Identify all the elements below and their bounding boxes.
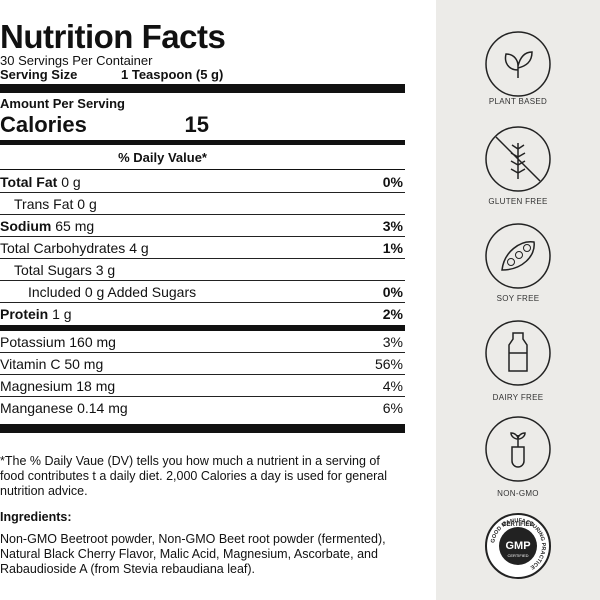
medium-rule [0,140,405,145]
nutrient-row: Magnesium 18 mg 4% [0,375,405,397]
nutrient-name: Total Fat [0,174,58,190]
gmp-top: CERTIFIED [502,522,534,528]
badge-label: DAIRY FREE [492,393,544,402]
footnote: *The % Daily Vaue (DV) tells you how muc… [0,454,388,498]
nutrient-row: Trans Fat 0 g [0,193,405,215]
calories-label: Calories [0,112,87,137]
nutrient-amount: 0.14 mg [77,400,128,416]
ingredients-label: Ingredients: [0,510,72,524]
nutrient-row: Vitamin C 50 mg 56% [0,353,405,375]
title: Nutrition Facts [0,18,226,55]
nutrient-row: Manganese 0.14 mg 6% [0,397,405,419]
nutrient-amount: 65 mg [55,218,95,234]
soy-icon [485,223,551,289]
serving-size-value: 1 Teaspoon (5 g) [121,67,224,82]
nutrient-amount: 0 g [77,196,97,212]
nutrient-row: Total Fat 0 g 0% [0,171,405,193]
nutrient-name: Manganese [0,400,74,416]
non-gmo-icon [485,416,551,482]
thin-rule [0,169,405,170]
nutrient-dv: 0% [382,174,403,190]
thick-rule [0,325,405,331]
nutrient-name: Total Sugars [14,262,92,278]
nutrient-dv: 2% [382,306,403,322]
nutrient-name: Total Carbohydrates [0,240,126,256]
plant-icon [485,31,551,97]
badge-panel: PLANT BASED GLUTEN FREE SOY FREE DAIRY F… [436,0,600,600]
nutrition-label: Nutrition Facts 30 Servings Per Containe… [0,18,405,576]
dairy-icon [485,320,551,386]
gmp-sub: CERTIFIED [507,553,528,558]
nutrient-dv: 3% [382,218,403,234]
nutrient-row: Potassium 160 mg 3% [0,331,405,353]
nutrient-amount: 3 g [95,262,116,278]
dv-header: % Daily Value* [118,150,207,165]
badge-label: NON-GMO [497,489,539,498]
serving-size-label: Serving Size [0,67,78,82]
badge-label: GLUTEN FREE [488,197,548,206]
badge-label: SOY FREE [496,294,540,303]
nutrient-dv: 6% [382,400,403,416]
gmp-badge: GOOD MANUFACTURING PRACTICE CERTIFIED GM… [485,513,551,579]
badge-label: PLANT BASED [488,97,548,106]
amount-per-serving: Amount Per Serving [0,96,125,111]
nutrient-amount: 50 mg [64,356,104,372]
nutrient-amount: 18 mg [76,378,116,394]
ingredients-text: Non-GMO Beetroot powder, Non-GMO Beet ro… [0,532,386,576]
nutrient-amount: 0 g [61,174,81,190]
nutrient-amount: 1 g [52,306,72,322]
nutrient-row: Included 0 g Added Sugars 0% [0,281,405,303]
nutrient-dv: 3% [382,334,403,350]
nutrient-row: Sodium 65 mg 3% [0,215,405,237]
thick-rule [0,84,405,93]
nutrient-name: Vitamin C [0,356,61,372]
servings: 30 Servings Per Container [0,53,153,68]
nutrient-amount: 4 g [129,240,149,256]
nutrient-dv: 0% [382,284,403,300]
nutrient-name: Sodium [0,218,52,234]
thick-rule [0,424,405,433]
gmp-center: GMP [505,540,530,552]
nutrient-row: Total Carbohydrates 4 g 1% [0,237,405,259]
nutrient-amount: 160 mg [69,334,116,350]
nutrient-dv: 4% [382,378,403,394]
nutrient-name: Trans Fat [14,196,74,212]
nutrient-row: Total Sugars 3 g [0,259,405,281]
nutrient-name: Potassium [0,334,66,350]
nutrient-dv: 1% [382,240,403,256]
nutrient-dv: 56% [374,356,403,372]
nutrient-name: Magnesium [0,378,73,394]
calories-value: 15 [184,112,209,137]
nutrient-name: Protein [0,306,49,322]
nutrient-name: Included 0 g Added Sugars [28,284,197,300]
nutrient-row: Protein 1 g 2% [0,303,405,325]
gluten-icon [485,126,551,192]
